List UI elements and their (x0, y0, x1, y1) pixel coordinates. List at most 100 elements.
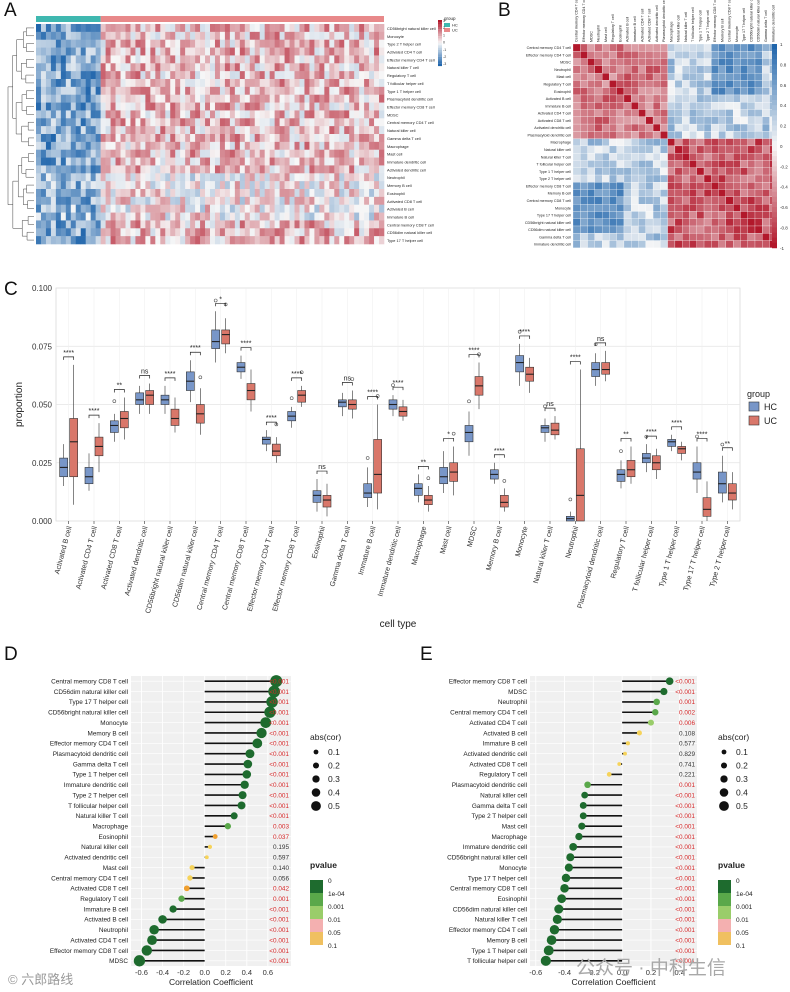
heatmap-cell (180, 47, 186, 56)
heatmap-cell (145, 47, 151, 56)
heatmap-cell (329, 31, 335, 41)
lollipop-dot (147, 935, 157, 946)
heatmap-cell (50, 173, 57, 182)
corr-cell (660, 87, 668, 96)
heatmap-cell (359, 212, 365, 221)
heatmap-cell (344, 55, 350, 64)
heatmap-cell (155, 189, 161, 198)
heatmap-cell (190, 118, 196, 127)
heatmap-cell (294, 134, 300, 143)
corr-cell (638, 102, 646, 110)
corr-col-label: Central memory CD4 T cell (575, 0, 579, 42)
heatmap-cell (50, 24, 57, 33)
heatmap-cell (150, 165, 156, 174)
heatmap-cell (85, 220, 91, 229)
heatmap-cell (125, 134, 131, 143)
heatmap-row-label: Central memory CD4 T cell (387, 120, 434, 125)
heatmap-cell (254, 212, 261, 221)
corr-cell (674, 153, 683, 161)
corr-col-label: CD56bright natural killer cell (749, 0, 753, 42)
corr-cell (631, 87, 639, 96)
heatmap-cell (100, 47, 106, 56)
corr-cell (718, 189, 727, 198)
heatmap-cell (264, 165, 270, 174)
heatmap-cell (274, 24, 280, 33)
heatmap-cell (90, 189, 96, 198)
corr-col-label: Mast cell (604, 27, 608, 42)
lollipop-dot (543, 945, 554, 956)
heatmap-cell (65, 94, 72, 103)
lollipop-dot (169, 905, 177, 913)
box-hc (540, 425, 550, 433)
heatmap-cell (304, 86, 310, 96)
heatmap-cell (264, 63, 270, 72)
corr-cell (689, 116, 697, 125)
corr-cell (623, 204, 632, 212)
heatmap-cell (165, 189, 171, 198)
heatmap-cell (110, 55, 116, 64)
heatmap-cell (339, 71, 345, 80)
heatmap-cell (120, 102, 126, 111)
heatmap-cell (249, 102, 256, 111)
heatmap-cell (339, 102, 345, 111)
corr-cell (696, 51, 705, 59)
heatmap-cell (309, 181, 315, 190)
heatmap-cell (254, 220, 261, 229)
heatmap-cell (289, 181, 295, 190)
corr-cell (718, 153, 727, 161)
panel-label-c: C (4, 279, 18, 300)
lollipop-label: Activated B cell (84, 917, 128, 924)
heatmap-cell (324, 181, 330, 190)
heatmap-cell (160, 24, 166, 33)
heatmap-cell (344, 157, 350, 166)
corr-cell (682, 240, 690, 248)
corr-cell (682, 167, 690, 176)
heatmap-cell (55, 118, 62, 127)
corr-cell (609, 204, 617, 212)
heatmap-cell (175, 165, 181, 174)
color-legend-swatch (310, 932, 323, 945)
boxplot-x-tick: CD56dim natural killer cell (170, 525, 200, 608)
heatmap-row-label: Activated CD4 T cell (387, 49, 422, 54)
boxplot-y-tick: 0.000 (32, 517, 53, 526)
heatmap-cell (210, 55, 216, 64)
heatmap-cell (234, 31, 241, 41)
corr-cell (696, 65, 705, 74)
heatmap-cell (349, 24, 355, 33)
box-outlier (502, 479, 507, 483)
heatmap-cell (289, 165, 295, 174)
heatmap-cell (170, 157, 176, 166)
heatmap-cell (95, 94, 101, 103)
heatmap-row-label: T follicular helper cell (387, 81, 424, 86)
corr-cell (616, 65, 625, 74)
heatmap-cell (214, 31, 221, 41)
heatmap-cell (244, 79, 251, 88)
size-legend-label: 0.5 (328, 801, 340, 811)
heatmap-cell (339, 165, 345, 174)
corr-cell (601, 153, 610, 161)
corr-cell (740, 72, 748, 81)
color-legend-label: 0.05 (736, 930, 749, 937)
heatmap-cell (120, 196, 126, 206)
heatmap-cell (359, 102, 365, 111)
corr-cell (652, 80, 661, 88)
dendrogram-branch (27, 200, 34, 209)
heatmap-cell (324, 165, 330, 174)
lollipop-pvalue: 0.003 (273, 823, 289, 830)
heatmap-cell (50, 165, 57, 174)
heatmap-cell (374, 189, 380, 198)
corr-cell (725, 123, 734, 132)
heatmap-cell (70, 157, 77, 166)
heatmap-cell (304, 118, 310, 127)
heatmap-cell (334, 86, 340, 96)
corr-cell (609, 131, 617, 139)
corr-cell (740, 233, 748, 241)
corr-cell (747, 116, 756, 125)
corr-cell (733, 43, 741, 52)
heatmap-cell (110, 47, 116, 56)
heatmap-cell (90, 79, 96, 88)
color-legend-label: 0.001 (736, 904, 753, 911)
heatmap-cell (239, 134, 246, 143)
heatmap-cell (244, 24, 251, 33)
heatmap-cell (120, 31, 126, 41)
